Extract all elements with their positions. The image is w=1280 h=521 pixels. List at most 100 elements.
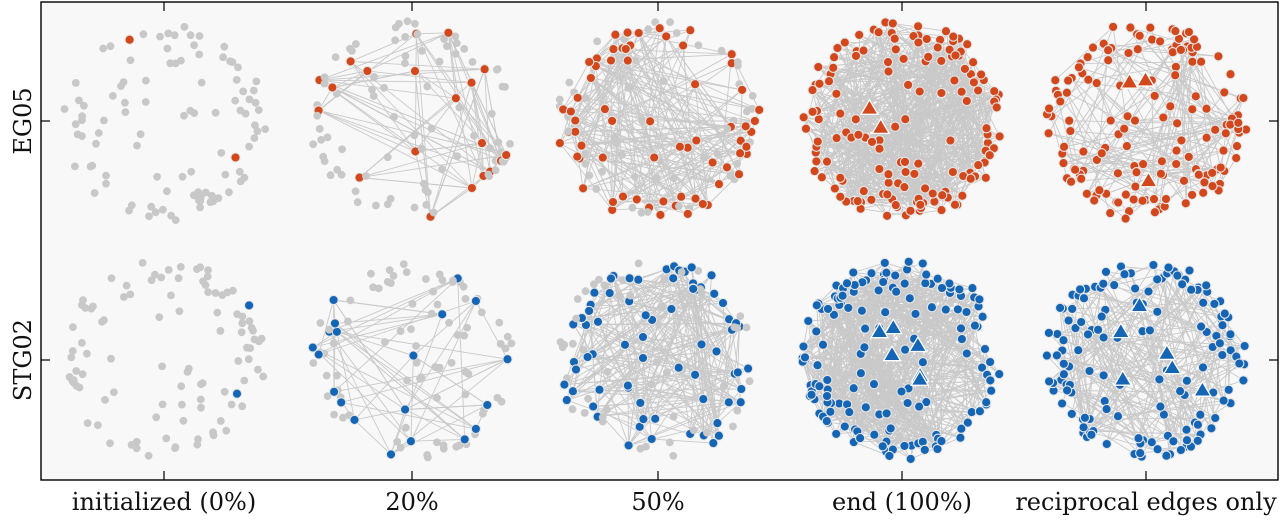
active-node bbox=[594, 384, 605, 395]
edge bbox=[888, 71, 924, 204]
active-node bbox=[940, 304, 951, 315]
inactive-node bbox=[69, 323, 77, 331]
active-node bbox=[839, 37, 850, 48]
edge bbox=[1062, 153, 1136, 188]
inactive-node bbox=[433, 394, 441, 402]
inactive-node bbox=[151, 270, 159, 279]
active-node bbox=[1178, 175, 1190, 186]
inactive-node bbox=[369, 92, 378, 100]
active-node bbox=[1112, 411, 1124, 422]
active-node bbox=[890, 270, 901, 281]
inactive-node bbox=[126, 290, 135, 299]
active-node bbox=[1058, 141, 1070, 152]
inactive-node bbox=[555, 95, 564, 104]
inactive-node bbox=[717, 46, 726, 55]
active-node bbox=[733, 169, 745, 180]
active-node bbox=[1192, 435, 1203, 446]
active-node bbox=[835, 191, 846, 202]
network-panel bbox=[60, 23, 270, 225]
edge bbox=[887, 61, 971, 173]
inactive-node bbox=[593, 37, 601, 46]
inactive-node bbox=[229, 286, 237, 295]
active-node bbox=[1087, 42, 1099, 53]
edge bbox=[1104, 309, 1159, 450]
active-node bbox=[644, 116, 656, 127]
inactive-node bbox=[206, 198, 215, 207]
active-node bbox=[1149, 90, 1160, 102]
active-node bbox=[1186, 284, 1197, 295]
inactive-node bbox=[163, 44, 172, 53]
active-node bbox=[588, 401, 599, 412]
inactive-node bbox=[180, 111, 188, 120]
active-node bbox=[821, 390, 833, 402]
active-node bbox=[443, 27, 454, 38]
active-node bbox=[952, 304, 964, 315]
active-node bbox=[902, 397, 913, 409]
edge bbox=[692, 288, 736, 374]
active-node bbox=[1113, 197, 1124, 208]
active-node bbox=[822, 303, 834, 315]
active-node bbox=[936, 204, 947, 216]
inactive-node bbox=[196, 203, 205, 212]
active-node bbox=[655, 209, 666, 221]
active-node bbox=[850, 114, 861, 125]
active-node bbox=[873, 27, 884, 38]
network-panel bbox=[65, 259, 268, 460]
inactive-node bbox=[675, 202, 683, 211]
active-node bbox=[1125, 22, 1136, 33]
inactive-node bbox=[125, 206, 133, 215]
active-node bbox=[554, 137, 566, 149]
inactive-node bbox=[652, 173, 661, 182]
active-node bbox=[1098, 370, 1109, 381]
active-node bbox=[1129, 115, 1141, 126]
active-node bbox=[891, 286, 902, 297]
inactive-node bbox=[600, 281, 609, 290]
edge bbox=[673, 266, 717, 352]
edge bbox=[802, 357, 840, 404]
active-node bbox=[606, 115, 618, 127]
active-node bbox=[831, 428, 842, 440]
active-node bbox=[1197, 362, 1209, 373]
inactive-node bbox=[380, 83, 388, 92]
inactive-node bbox=[653, 358, 662, 367]
network-panel bbox=[1041, 259, 1250, 462]
active-node bbox=[608, 43, 619, 55]
inactive-node bbox=[245, 317, 254, 326]
inactive-node bbox=[413, 30, 422, 38]
edge bbox=[653, 89, 743, 158]
inactive-node bbox=[352, 40, 360, 48]
active-node bbox=[1100, 266, 1112, 278]
active-node bbox=[1073, 345, 1084, 356]
edge bbox=[734, 326, 740, 374]
active-node bbox=[622, 380, 634, 391]
inactive-node bbox=[672, 29, 681, 37]
inactive-node bbox=[78, 339, 86, 347]
edge bbox=[1105, 309, 1217, 337]
inactive-node bbox=[422, 201, 431, 209]
active-node bbox=[977, 311, 988, 322]
active-node bbox=[1214, 338, 1226, 349]
network-panel bbox=[556, 259, 754, 460]
edge bbox=[937, 361, 991, 439]
edge bbox=[592, 406, 652, 440]
inactive-node bbox=[579, 345, 588, 354]
active-node bbox=[921, 33, 932, 45]
highlighted-node-triangle bbox=[1135, 70, 1156, 87]
inactive-node bbox=[659, 77, 668, 85]
edge bbox=[404, 358, 508, 410]
edge bbox=[597, 351, 717, 418]
active-node bbox=[913, 401, 925, 412]
inactive-node bbox=[144, 451, 153, 460]
inactive-node bbox=[78, 370, 87, 379]
active-node bbox=[1183, 151, 1194, 163]
edge bbox=[678, 270, 720, 436]
inactive-node bbox=[662, 368, 671, 377]
inactive-node bbox=[417, 373, 426, 382]
active-node bbox=[307, 342, 318, 353]
inactive-node bbox=[452, 39, 461, 47]
active-node bbox=[1207, 167, 1218, 179]
inactive-node bbox=[399, 260, 408, 268]
edge bbox=[817, 303, 875, 435]
active-node bbox=[740, 121, 751, 132]
inactive-node bbox=[389, 272, 398, 280]
